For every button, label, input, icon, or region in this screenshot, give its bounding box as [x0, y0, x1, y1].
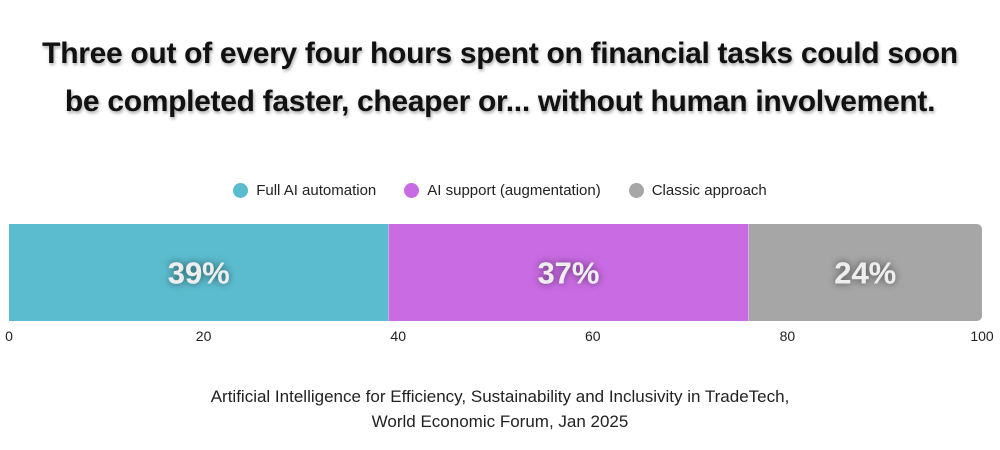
legend-label-full-ai-automation: Full AI automation [256, 182, 377, 199]
legend-item-classic-approach: Classic approach [628, 182, 767, 199]
data-labels-layer: 39% 37% 24% [168, 256, 897, 291]
bar-segment-full-ai-automation [9, 224, 389, 321]
legend-swatch-classic-approach [628, 183, 644, 198]
chart-title-line-2: be completed faster, cheaper or... witho… [64, 85, 936, 118]
data-label-full-ai-automation: 39% [168, 256, 230, 291]
legend-label-ai-support: AI support (augmentation) [427, 182, 601, 199]
x-tick-label-80: 80 [780, 328, 796, 344]
x-tick-label-100: 100 [970, 328, 994, 344]
legend-item-ai-support: AI support (augmentation) [404, 182, 601, 199]
x-tick-label-0: 0 [5, 328, 13, 344]
source-line-1: Artificial Intelligence for Efficiency, … [210, 387, 790, 406]
x-axis-ticks: 0 20 40 60 80 100 [5, 328, 994, 344]
bar-segment-classic-approach [748, 224, 982, 321]
legend-swatch-ai-support [404, 183, 420, 198]
x-tick-label-60: 60 [585, 328, 601, 344]
source-citation: Artificial Intelligence for Efficiency, … [0, 384, 1000, 434]
chart-title-line-1: Three out of every four hours spent on f… [42, 37, 958, 70]
data-label-classic-approach: 24% [834, 256, 896, 291]
chart-title: Three out of every four hours spent on f… [0, 30, 1000, 126]
legend-swatch-full-ai-automation [233, 183, 249, 198]
source-line-2: World Economic Forum, Jan 2025 [371, 412, 629, 431]
data-label-ai-support: 37% [537, 256, 599, 291]
bar-segment-ai-support [388, 224, 749, 321]
chart-legend: Full AI automation AI support (augmentat… [0, 182, 1000, 199]
bars-layer [9, 224, 982, 321]
x-tick-label-40: 40 [390, 328, 406, 344]
legend-item-full-ai-automation: Full AI automation [233, 182, 376, 199]
stacked-bar-chart: 39% 37% 24% 0 20 40 60 80 100 [5, 224, 994, 344]
x-tick-label-20: 20 [196, 328, 212, 344]
legend-label-classic-approach: Classic approach [651, 182, 767, 199]
